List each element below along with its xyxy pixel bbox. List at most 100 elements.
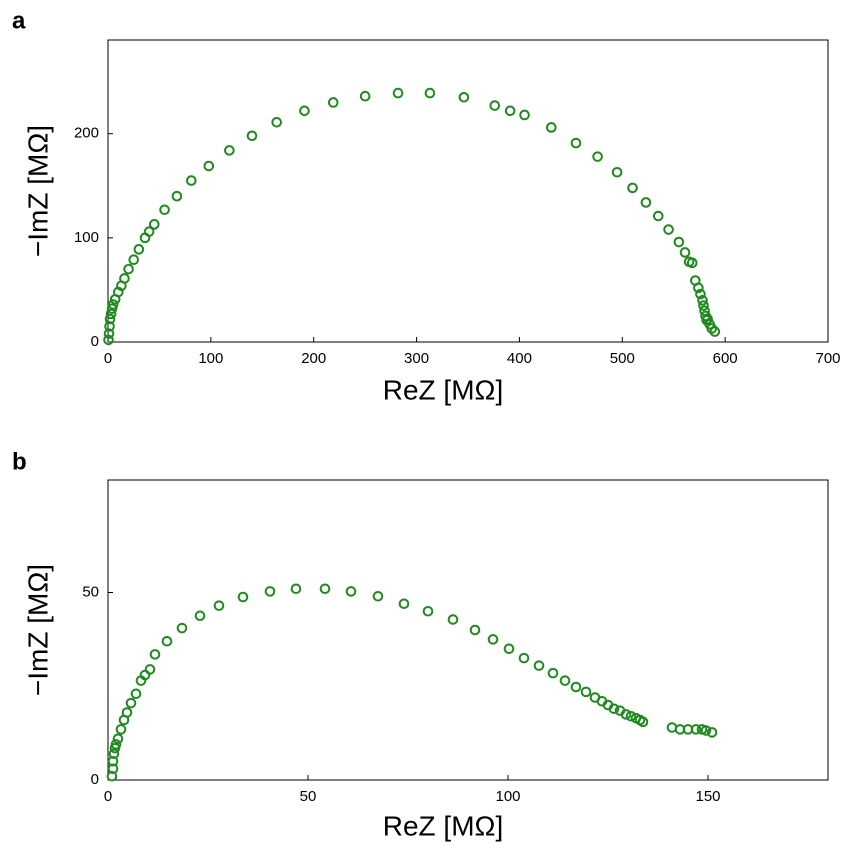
y-axis-label: −ImZ [MΩ] — [22, 564, 53, 696]
data-point — [458, 91, 470, 103]
data-point — [125, 697, 137, 709]
data-point — [133, 244, 145, 255]
data-point — [693, 282, 704, 294]
x-tick-label: 150 — [695, 788, 720, 805]
y-axis-label: −ImZ [MΩ] — [22, 125, 53, 257]
y-tick-label: 200 — [74, 125, 99, 142]
data-point — [570, 681, 582, 693]
data-point — [547, 667, 559, 679]
y-tick-label: 100 — [74, 229, 99, 246]
panel-label: b — [12, 448, 27, 475]
data-point — [290, 583, 302, 595]
data-point — [504, 105, 516, 117]
data-point — [487, 634, 499, 645]
data-point — [237, 591, 249, 603]
data-point — [186, 175, 197, 186]
data-point — [110, 739, 122, 750]
data-point — [673, 236, 685, 248]
data-point — [327, 97, 339, 108]
data-point — [519, 109, 530, 121]
data-point — [469, 624, 481, 636]
data-point — [107, 299, 119, 310]
data-point — [107, 763, 119, 775]
data-point — [115, 724, 127, 735]
data-point — [620, 709, 632, 720]
data-point — [171, 190, 183, 202]
data-point — [424, 87, 436, 99]
data-point — [608, 703, 620, 715]
x-tick-label: 700 — [815, 350, 840, 367]
data-point — [422, 605, 434, 617]
data-point — [119, 273, 130, 284]
data-point — [104, 321, 115, 332]
data-point — [345, 586, 357, 597]
data-point — [690, 724, 702, 735]
data-point — [159, 204, 170, 216]
x-axis-label: ReZ [MΩ] — [383, 810, 504, 841]
data-point — [709, 326, 721, 337]
data-point — [130, 688, 142, 700]
data-point — [176, 622, 188, 634]
data-point — [592, 151, 603, 162]
data-point — [112, 733, 124, 745]
data-point — [123, 263, 134, 275]
x-axis-label: ReZ [MΩ] — [383, 374, 504, 405]
data-point — [128, 254, 140, 266]
data-point — [103, 328, 115, 339]
data-point — [149, 649, 161, 660]
data-point — [194, 610, 206, 622]
data-point — [224, 145, 235, 156]
data-point — [559, 675, 571, 686]
data-point — [372, 590, 384, 602]
x-tick-label: 100 — [495, 788, 520, 805]
data-point — [652, 210, 664, 222]
data-point — [213, 600, 225, 611]
data-point — [143, 226, 155, 237]
data-point — [392, 87, 404, 99]
data-point — [107, 755, 119, 767]
data-point — [546, 122, 557, 133]
data-point — [489, 100, 501, 111]
data-point — [580, 686, 592, 698]
data-point — [706, 323, 718, 334]
x-tick-label: 400 — [507, 350, 532, 367]
y-tick-label: 0 — [91, 771, 99, 788]
x-tick-label: 300 — [404, 350, 429, 367]
y-tick-label: 0 — [91, 333, 99, 350]
data-point — [686, 257, 698, 269]
x-tick-label: 600 — [713, 350, 738, 367]
data-point — [246, 130, 258, 142]
data-point — [319, 583, 331, 595]
data-point — [104, 313, 116, 325]
data-point — [706, 727, 718, 738]
x-tick-label: 50 — [300, 788, 317, 805]
data-point — [640, 197, 652, 208]
data-point — [271, 116, 282, 128]
data-point — [695, 288, 706, 300]
x-tick-label: 0 — [104, 350, 112, 367]
panel-label: a — [12, 7, 26, 34]
data-point — [121, 707, 133, 718]
data-point — [627, 182, 638, 194]
data-point — [637, 716, 649, 728]
data-point — [299, 105, 310, 117]
x-tick-label: 0 — [104, 788, 112, 805]
data-point — [679, 247, 691, 258]
data-point — [264, 586, 276, 597]
data-point — [533, 660, 545, 671]
x-tick-label: 100 — [198, 350, 223, 367]
data-point — [103, 334, 114, 346]
x-tick-label: 500 — [610, 350, 635, 367]
data-point — [108, 748, 120, 760]
data-point — [611, 166, 623, 178]
data-point — [503, 643, 515, 655]
data-point — [663, 224, 674, 235]
data-point — [518, 652, 530, 664]
plot-frame — [107, 39, 829, 343]
data-point — [105, 308, 117, 320]
x-tick-label: 200 — [301, 350, 326, 367]
data-point — [447, 614, 459, 625]
data-point — [161, 635, 173, 647]
data-point — [700, 725, 712, 736]
